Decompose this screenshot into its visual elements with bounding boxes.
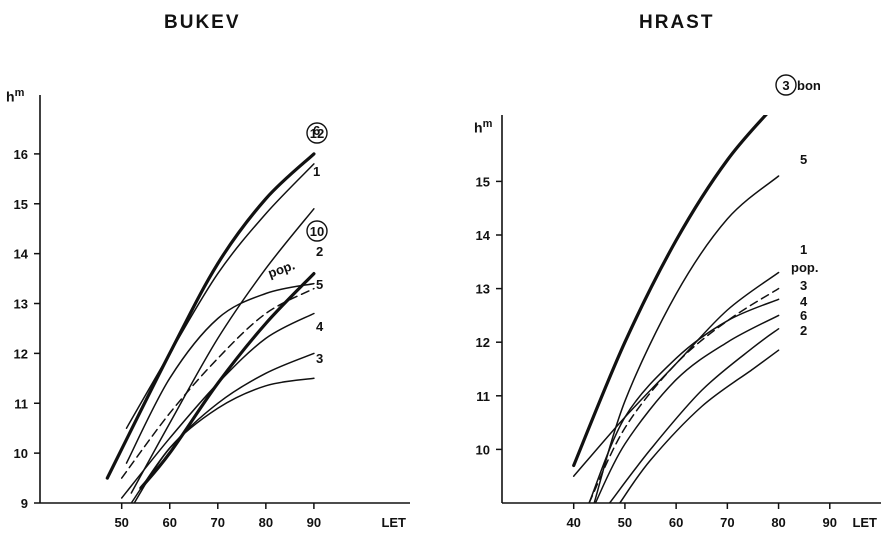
y-axis-label-text: h — [6, 88, 15, 105]
x-tick-label: 50 — [618, 515, 632, 530]
series-line — [133, 377, 315, 503]
series-label: 6 — [800, 308, 807, 323]
y-tick-label: 13 — [476, 282, 490, 297]
y-tick-label: 11 — [476, 389, 490, 404]
y-tick-label: 10 — [14, 446, 28, 461]
series-line — [588, 287, 780, 503]
y-tick-label: 12 — [14, 346, 28, 361]
x-tick-label: 80 — [771, 515, 785, 530]
x-tick-label: 70 — [211, 515, 225, 530]
chart-hrast: HRAST hm 10 11 12 13 14 15 40 50 60 70 80 90 LET 3 bon… — [440, 0, 887, 535]
chart-title: HRAST — [639, 12, 715, 33]
series-line — [619, 349, 780, 503]
series-line — [120, 287, 315, 479]
series-label: 3 — [782, 78, 789, 93]
y-tick-label: 9 — [21, 496, 28, 511]
x-axis-label: LET — [852, 515, 877, 530]
y-tick-label: 10 — [476, 442, 490, 457]
y-axis-label-unit: m — [14, 87, 25, 99]
y-axis-label-text: h — [474, 119, 483, 136]
series-label: 3 — [800, 278, 807, 293]
y-axis-label: hm — [6, 87, 24, 105]
series-line — [572, 271, 780, 477]
series-label: 2 — [800, 323, 807, 338]
series-label: pop. — [266, 257, 297, 280]
x-tick-label: 70 — [720, 515, 734, 530]
chart-bukev: BUKEV hm 9 10 11 12 13 14 15 16 50 60 70 80 90 LET 12 6… — [0, 0, 440, 535]
x-tick-label: 40 — [566, 515, 580, 530]
x-axis-label: LET — [381, 515, 406, 530]
series-label: 2 — [316, 244, 323, 259]
series-label: 5 — [800, 152, 807, 167]
series-label: 3 — [316, 351, 323, 366]
y-tick-label: 11 — [14, 396, 28, 411]
series-label: 10 — [310, 224, 324, 239]
series-line — [593, 175, 780, 503]
series-line — [105, 152, 316, 480]
y-tick-label: 13 — [14, 297, 28, 312]
x-tick-label: 60 — [163, 515, 177, 530]
series-label: pop. — [791, 260, 818, 275]
series-line — [608, 328, 780, 503]
series-line — [130, 208, 315, 494]
x-tick-label: 60 — [669, 515, 683, 530]
series-label: 1 — [800, 242, 807, 257]
series-label: 4 — [800, 294, 808, 309]
series-line — [125, 163, 315, 429]
series-label-circle — [775, 74, 797, 96]
x-tick-label: 90 — [823, 515, 837, 530]
series-label: 4 — [316, 319, 324, 334]
series-line — [125, 282, 315, 464]
series-line — [594, 314, 780, 503]
x-tick-label: 80 — [259, 515, 273, 530]
chart-title: BUKEV — [164, 12, 241, 33]
series-line — [588, 298, 780, 503]
x-tick-label: 50 — [114, 515, 128, 530]
x-tick-label: 90 — [307, 515, 321, 530]
series-label: 6 — [313, 123, 320, 138]
series-label-circle — [306, 122, 328, 144]
series-group — [105, 152, 316, 503]
series-label-circle — [306, 220, 328, 242]
y-tick-label: 14 — [14, 247, 29, 262]
series-line — [120, 312, 315, 499]
y-tick-label: 15 — [476, 174, 490, 189]
series-label: 12 — [310, 126, 324, 141]
y-tick-label: 15 — [14, 197, 28, 212]
y-tick-label: 12 — [476, 335, 490, 350]
y-tick-label: 14 — [476, 228, 491, 243]
series-line — [572, 115, 768, 468]
y-tick-label: 16 — [14, 147, 28, 162]
series-label: 5 — [316, 277, 323, 292]
y-axis-label: hm — [474, 118, 492, 136]
series-group — [572, 115, 780, 503]
series-label: 1 — [313, 164, 320, 179]
y-axis-label-unit: m — [482, 118, 493, 130]
series-label-suffix: bon — [797, 78, 821, 93]
